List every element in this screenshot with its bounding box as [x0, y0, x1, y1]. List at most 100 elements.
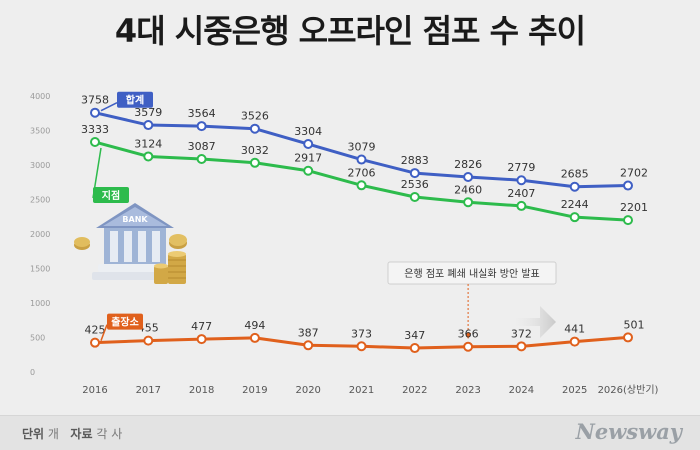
y-tick-label: 4000 [30, 92, 50, 101]
series-name: 합계 [126, 94, 144, 107]
data-point [196, 153, 207, 164]
data-label: 2685 [561, 168, 589, 181]
y-tick-label: 3000 [30, 161, 50, 170]
data-point [516, 341, 527, 352]
data-label: 494 [244, 319, 265, 332]
data-label: 477 [191, 320, 212, 333]
x-tick-label: 2018 [189, 385, 214, 396]
data-label: 3079 [348, 141, 376, 154]
data-point [249, 157, 260, 168]
data-label: 2536 [401, 178, 429, 191]
data-point [143, 335, 154, 346]
footer-note: 단위 개 자료 각 사 [22, 425, 122, 442]
x-tick-label: 2017 [136, 385, 161, 396]
data-point [303, 139, 314, 150]
data-label: 2826 [454, 158, 482, 171]
y-tick-label: 1500 [30, 265, 50, 274]
brand-logo: Newsway [575, 419, 682, 444]
source-value: 각 사 [96, 427, 123, 441]
x-tick-label: 2025 [562, 385, 587, 396]
y-tick-label: 3500 [30, 127, 50, 136]
y-tick-label: 0 [30, 368, 35, 377]
x-tick-label: 2016 [82, 385, 107, 396]
data-label: 3032 [241, 144, 269, 157]
series-tag [117, 91, 153, 108]
data-label: 2706 [348, 166, 376, 179]
data-point [516, 200, 527, 211]
y-tick-label: 500 [30, 334, 45, 343]
data-point [143, 151, 154, 162]
data-label: 501 [624, 318, 645, 331]
x-tick-label: 2019 [242, 385, 267, 396]
series-tag-leader [100, 324, 108, 341]
data-point [143, 120, 154, 131]
data-label: 372 [511, 327, 532, 340]
data-point [623, 215, 633, 226]
data-label: 3124 [134, 137, 162, 150]
data-label: 366 [458, 328, 479, 341]
data-point [249, 332, 260, 343]
data-label: 2883 [401, 154, 429, 167]
data-point [90, 337, 100, 348]
data-point [303, 340, 314, 351]
trend-arrow [510, 306, 556, 338]
page-title: 4대 시중은행 오프라인 점포 수 추이 [114, 12, 586, 50]
data-point [569, 336, 580, 347]
data-point [463, 172, 474, 183]
data-point [516, 175, 527, 186]
data-point [569, 181, 580, 192]
unit-value: 개 [47, 427, 59, 441]
data-point [409, 192, 420, 203]
data-label: 2407 [507, 187, 535, 200]
series-name: 출장소 [111, 316, 139, 329]
data-label: 3579 [134, 106, 162, 119]
data-point [463, 197, 474, 208]
data-label: 3526 [241, 110, 269, 123]
series-tag [107, 313, 143, 330]
data-label: 441 [564, 323, 585, 336]
data-label: 3304 [294, 125, 322, 138]
footer: 단위 개 자료 각 사 Newsway [0, 415, 700, 450]
data-point [196, 121, 207, 132]
data-point [249, 123, 260, 134]
annotation-text: 은행 점포 폐쇄 내실화 방안 발표 [404, 268, 540, 280]
data-label: 347 [404, 329, 425, 342]
data-label: 455 [138, 322, 159, 335]
bank-sign-text: BANK [122, 215, 148, 224]
data-point [623, 332, 633, 343]
data-point [463, 341, 474, 352]
data-label: 2917 [294, 152, 322, 165]
data-point [409, 343, 420, 354]
series-name: 지점 [102, 189, 120, 202]
data-label: 3087 [188, 140, 216, 153]
data-label: 2201 [620, 201, 648, 214]
data-label: 2460 [454, 183, 482, 196]
data-point [569, 212, 580, 223]
data-point [623, 180, 633, 191]
series-tag [93, 187, 129, 204]
annotation-box [387, 261, 557, 285]
data-point [303, 165, 314, 176]
data-label: 3333 [81, 123, 109, 136]
data-point [196, 334, 207, 345]
data-label: 2244 [561, 198, 589, 211]
data-point [356, 180, 367, 191]
data-point [90, 137, 100, 148]
series-tag-leader [100, 102, 118, 112]
y-tick-label: 2000 [30, 230, 50, 239]
data-label: 2702 [620, 167, 648, 180]
bank-illustration: BANK [74, 203, 187, 284]
data-label: 373 [351, 327, 372, 340]
data-label: 425 [85, 324, 106, 337]
data-point [356, 341, 367, 352]
data-point [409, 168, 420, 179]
data-label: 3564 [188, 107, 216, 120]
data-label: 2779 [507, 161, 535, 174]
x-tick-label: 2023 [455, 385, 480, 396]
x-tick-label: 2022 [402, 385, 427, 396]
data-label: 387 [298, 326, 319, 339]
y-tick-label: 1000 [30, 299, 50, 308]
x-tick-label: 2020 [295, 385, 320, 396]
annotation-arrowhead [465, 333, 472, 339]
